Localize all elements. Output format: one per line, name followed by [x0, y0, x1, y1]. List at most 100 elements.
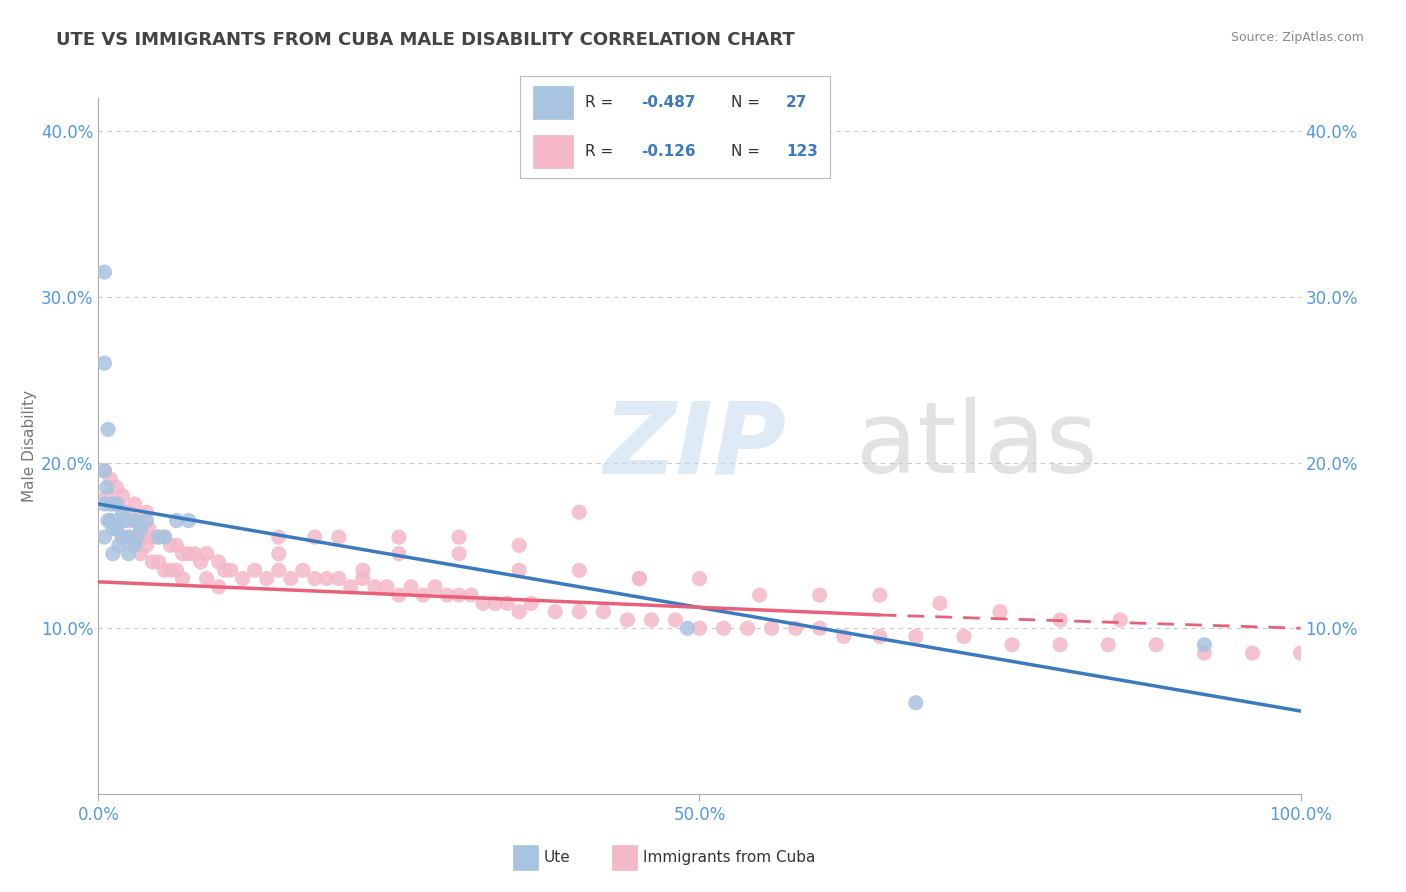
Point: [436, 588, 458, 602]
Point: [689, 621, 711, 635]
Point: [472, 596, 495, 610]
Point: [100, 472, 122, 486]
FancyBboxPatch shape: [533, 136, 572, 168]
Point: [195, 572, 218, 586]
Text: N =: N =: [731, 95, 765, 110]
Point: [105, 522, 128, 536]
Point: [124, 538, 146, 552]
Point: [1194, 646, 1216, 660]
Point: [988, 605, 1011, 619]
Point: [93, 356, 115, 370]
Point: [124, 497, 146, 511]
Point: [1109, 613, 1132, 627]
Text: UTE VS IMMIGRANTS FROM CUBA MALE DISABILITY CORRELATION CHART: UTE VS IMMIGRANTS FROM CUBA MALE DISABIL…: [56, 31, 794, 49]
Point: [520, 596, 543, 610]
Text: -0.126: -0.126: [641, 145, 696, 160]
Point: [129, 522, 152, 536]
Point: [93, 464, 115, 478]
Point: [375, 580, 398, 594]
FancyBboxPatch shape: [533, 87, 572, 119]
Point: [96, 489, 118, 503]
Point: [869, 588, 891, 602]
Point: [808, 621, 831, 635]
Point: [447, 530, 470, 544]
Point: [568, 563, 591, 577]
Point: [219, 563, 242, 577]
Point: [352, 563, 374, 577]
Point: [153, 530, 176, 544]
Point: [508, 605, 530, 619]
Point: [568, 605, 591, 619]
Point: [172, 572, 194, 586]
Point: [544, 605, 567, 619]
Point: [153, 563, 176, 577]
Point: [101, 522, 124, 536]
Point: [183, 547, 205, 561]
Point: [1097, 638, 1119, 652]
Text: ZIP: ZIP: [603, 398, 786, 494]
Point: [105, 480, 128, 494]
Point: [111, 530, 134, 544]
Point: [166, 514, 188, 528]
Text: -0.487: -0.487: [641, 95, 696, 110]
Point: [96, 480, 118, 494]
Y-axis label: Male Disability: Male Disability: [22, 390, 38, 502]
Point: [141, 555, 163, 569]
Text: R =: R =: [585, 95, 619, 110]
Point: [328, 572, 350, 586]
Point: [904, 630, 927, 644]
Text: 27: 27: [786, 95, 807, 110]
Point: [141, 530, 163, 544]
Point: [508, 538, 530, 552]
Point: [117, 505, 139, 519]
Point: [628, 572, 651, 586]
Point: [628, 572, 651, 586]
Point: [737, 621, 759, 635]
Text: 123: 123: [786, 145, 818, 160]
Point: [352, 572, 374, 586]
Point: [190, 555, 212, 569]
Point: [713, 621, 735, 635]
Point: [125, 530, 148, 544]
Point: [388, 530, 411, 544]
Point: [447, 588, 470, 602]
Point: [267, 530, 290, 544]
Point: [328, 530, 350, 544]
Point: [129, 522, 152, 536]
Point: [120, 514, 142, 528]
Point: [869, 630, 891, 644]
Point: [676, 621, 699, 635]
Text: atlas: atlas: [856, 398, 1098, 494]
Point: [129, 547, 152, 561]
Point: [953, 630, 976, 644]
Point: [460, 588, 482, 602]
Point: [93, 265, 115, 279]
Point: [97, 422, 120, 436]
Point: [832, 630, 855, 644]
Point: [1049, 613, 1071, 627]
Point: [177, 547, 200, 561]
Point: [1194, 638, 1216, 652]
Point: [304, 530, 326, 544]
Point: [100, 514, 122, 528]
Point: [291, 563, 314, 577]
Point: [243, 563, 266, 577]
Point: [148, 555, 170, 569]
Text: Ute: Ute: [544, 850, 571, 864]
Text: R =: R =: [585, 145, 619, 160]
Point: [761, 621, 783, 635]
Point: [1144, 638, 1167, 652]
Point: [105, 497, 128, 511]
Text: Source: ZipAtlas.com: Source: ZipAtlas.com: [1230, 31, 1364, 45]
Point: [93, 464, 115, 478]
Point: [166, 563, 188, 577]
Point: [100, 497, 122, 511]
Point: [496, 596, 519, 610]
Text: N =: N =: [731, 145, 765, 160]
Point: [117, 530, 139, 544]
Point: [1049, 638, 1071, 652]
Point: [928, 596, 950, 610]
Point: [412, 588, 434, 602]
Point: [111, 489, 134, 503]
Point: [166, 538, 188, 552]
